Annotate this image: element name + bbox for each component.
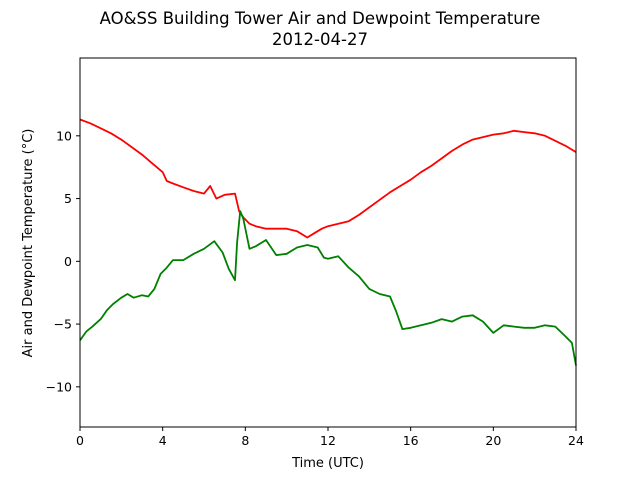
chart-subtitle: 2012-04-27: [272, 30, 368, 49]
x-tick-label: 12: [320, 433, 336, 448]
y-tick-label: −10: [46, 379, 72, 394]
series-line-1: [79, 210, 577, 366]
y-axis-label: Air and Dewpoint Temperature (°C): [21, 129, 36, 358]
x-tick-label: 4: [159, 433, 167, 448]
chart-title: AO&SS Building Tower Air and Dewpoint Te…: [100, 9, 541, 28]
x-tick-label: 8: [241, 433, 249, 448]
y-tick-label: 5: [64, 191, 72, 206]
x-tick-label: 24: [568, 433, 584, 448]
y-tick-label: 0: [64, 254, 72, 269]
series-layer: [79, 118, 577, 366]
y-tick-label: −5: [54, 317, 72, 332]
x-axis-label: Time (UTC): [291, 456, 364, 471]
x-tick-label: 20: [485, 433, 501, 448]
plot-area-frame: [79, 57, 577, 428]
y-tick-label: 10: [56, 128, 72, 143]
y-axis-ticks: −10 −5 0 5 10: [46, 128, 80, 394]
x-axis-ticks: 0 4 8 12 16 20 24: [76, 427, 584, 448]
x-tick-label: 0: [76, 433, 84, 448]
x-tick-label: 16: [403, 433, 419, 448]
series-line-0: [79, 118, 577, 239]
